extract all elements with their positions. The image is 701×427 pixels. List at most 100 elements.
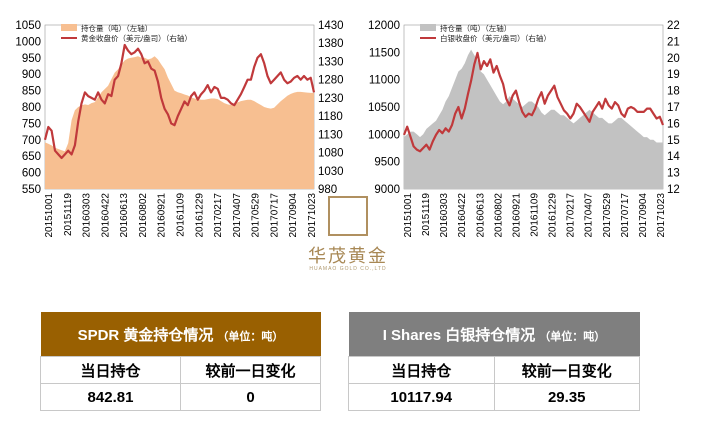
- gold-xtick-label: 20160921: [157, 193, 168, 238]
- silver-ytick-left-label: 10500: [368, 102, 400, 114]
- gold-xtick-label: 20160422: [100, 193, 111, 238]
- gold-xtick-label: 20161109: [176, 193, 187, 237]
- gold-ytick-left-label: 1000: [15, 36, 41, 48]
- silver-xtick-label: 20170904: [638, 193, 649, 238]
- silver-xtick-label: 20161109: [530, 193, 541, 237]
- gold-ytick-right-label: 1430: [318, 20, 344, 32]
- silver-xtick-label: 20160303: [439, 193, 450, 238]
- gold-ytick-left-label: 950: [22, 53, 41, 65]
- silver-xtick-label: 20151001: [403, 193, 414, 238]
- gold-change-value: 0: [180, 383, 321, 411]
- gold-legend-area-label: 持仓量（吨）（左轴）: [81, 23, 152, 33]
- gold-holdings-area: [45, 56, 314, 190]
- gold-xtick-label: 20171023: [307, 193, 318, 238]
- gold-legend-line-label: 黄金收盘价（美元/盎司）（右轴）: [81, 33, 192, 43]
- company-logo: 华茂黄金 HUAMAO GOLD CO.,LTD: [300, 196, 396, 280]
- gold-ytick-left-label: 550: [22, 184, 41, 196]
- logo-mark: [328, 196, 368, 236]
- gold-ytick-right-label: 980: [318, 184, 337, 196]
- gold-xtick-label: 20160303: [82, 193, 93, 238]
- silver-ytick-right-label: 12: [667, 184, 680, 196]
- gold-ytick-right-label: 1230: [318, 93, 344, 105]
- gold-holdings-chart: 550 600 650 700 750 800 850 900 950 1000 1050 980 10…: [15, 20, 344, 238]
- silver-xtick-label: 20170407: [584, 193, 595, 238]
- silver-ytick-right-label: 16: [667, 118, 680, 130]
- gold-xtick-label: 20170529: [251, 193, 262, 238]
- silver-ytick-right-label: 20: [667, 53, 680, 65]
- silver-ytick-right-label: 18: [667, 86, 680, 98]
- silver-xtick-label: 20160921: [511, 193, 522, 238]
- gold-price-line: [43, 43, 316, 160]
- silver-holdings-chart: 9000 9500 10000 10500 11000 11500 12000 12 13 14 1…: [368, 20, 680, 238]
- silver-xtick-label: 20170529: [602, 193, 613, 238]
- gold-holdings-table: SPDR 黄金持仓情况 （单位：吨） 当日持仓 较前一日变化 842.81 0: [40, 312, 321, 411]
- gold-ytick-left-label: 600: [22, 168, 41, 180]
- logo-text: 华茂黄金: [308, 246, 388, 267]
- gold-ytick-right-label: 1130: [318, 129, 343, 141]
- gold-col-change-header: 较前一日变化: [180, 356, 321, 384]
- gold-xtick-label: 20160613: [119, 193, 130, 238]
- silver-holding-value: 10117.94: [348, 383, 495, 411]
- gold-xtick-label: 20170217: [213, 193, 224, 238]
- silver-table-title: I Shares 白银持仓情况: [382, 326, 536, 344]
- silver-ytick-right-label: 14: [667, 151, 680, 163]
- silver-legend-area-swatch: [420, 24, 436, 31]
- silver-ytick-right-label: 19: [667, 69, 680, 81]
- silver-legend-line-label: 白银收盘价（美元/盎司）（右轴）: [440, 33, 551, 43]
- silver-ytick-left-label: 11000: [369, 75, 400, 87]
- silver-col-holding-header: 当日持仓: [348, 356, 495, 384]
- silver-xtick-label: 20171023: [656, 193, 667, 238]
- gold-table-header: SPDR 黄金持仓情况 （单位：吨）: [40, 312, 321, 357]
- silver-ytick-right-label: 15: [667, 135, 680, 147]
- silver-change-value: 29.35: [493, 383, 640, 411]
- silver-ytick-right-label: 22: [667, 20, 680, 32]
- gold-table-title: SPDR 黄金持仓情况: [77, 326, 214, 344]
- gold-ytick-left-label: 900: [22, 69, 41, 81]
- gold-ytick-right-label: 1080: [318, 148, 344, 160]
- gold-ytick-left-label: 750: [22, 118, 41, 130]
- gold-xtick-label: 20170904: [288, 193, 299, 238]
- silver-ytick-right-label: 13: [667, 168, 680, 180]
- silver-xtick-label: 20170717: [620, 193, 631, 238]
- silver-ytick-left-label: 12000: [368, 20, 400, 32]
- gold-xtick-label: 20151001: [44, 193, 55, 238]
- silver-xtick-label: 20170217: [566, 193, 577, 238]
- gold-legend-area-swatch: [61, 24, 77, 31]
- silver-xtick-label: 20151119: [421, 193, 432, 236]
- gold-ytick-right-label: 1280: [318, 75, 344, 87]
- gold-ytick-left-label: 1050: [15, 20, 41, 32]
- silver-price-line: [402, 51, 665, 153]
- silver-xtick-label: 20160422: [457, 193, 468, 238]
- silver-ytick-right-label: 21: [667, 36, 680, 48]
- gold-xtick-label: 20151119: [63, 193, 74, 236]
- gold-ytick-right-label: 1330: [318, 56, 344, 68]
- gold-ytick-left-label: 650: [22, 151, 41, 163]
- silver-ytick-left-label: 9500: [374, 157, 400, 169]
- gold-col-holding-header: 当日持仓: [40, 356, 181, 384]
- gold-holding-value: 842.81: [40, 383, 181, 411]
- silver-xtick-label: 20160613: [475, 193, 486, 238]
- gold-ytick-right-label: 1180: [318, 111, 343, 123]
- gold-ytick-right-label: 1030: [318, 166, 344, 178]
- gold-ytick-right-label: 1380: [318, 38, 344, 50]
- silver-xtick-label: 20160802: [493, 193, 504, 238]
- gold-ytick-left-label: 850: [22, 86, 41, 98]
- silver-ytick-left-label: 9000: [374, 184, 400, 196]
- gold-xtick-label: 20161229: [194, 193, 205, 238]
- silver-holdings-table: I Shares 白银持仓情况 （单位：吨） 当日持仓 较前一日变化 10117.…: [348, 312, 640, 411]
- silver-ytick-right-label: 17: [667, 102, 680, 114]
- silver-holdings-area: [404, 49, 663, 189]
- silver-table-unit: （单位：吨）: [539, 330, 606, 343]
- silver-col-change-header: 较前一日变化: [493, 356, 640, 384]
- gold-xtick-label: 20160802: [138, 193, 149, 238]
- logo-subtext: HUAMAO GOLD CO.,LTD: [309, 266, 387, 272]
- gold-ytick-left-label: 700: [22, 135, 41, 147]
- gold-xtick-label: 20170407: [232, 193, 243, 238]
- gold-xtick-label: 20170717: [269, 193, 280, 238]
- silver-xtick-label: 20161229: [548, 193, 559, 238]
- gold-ytick-left-label: 800: [22, 102, 41, 114]
- silver-table-header: I Shares 白银持仓情况 （单位：吨）: [348, 312, 640, 357]
- silver-legend-area-label: 持仓量（吨）（左轴）: [440, 23, 511, 33]
- gold-table-unit: （单位：吨）: [217, 330, 284, 343]
- silver-ytick-left-label: 11500: [369, 47, 400, 59]
